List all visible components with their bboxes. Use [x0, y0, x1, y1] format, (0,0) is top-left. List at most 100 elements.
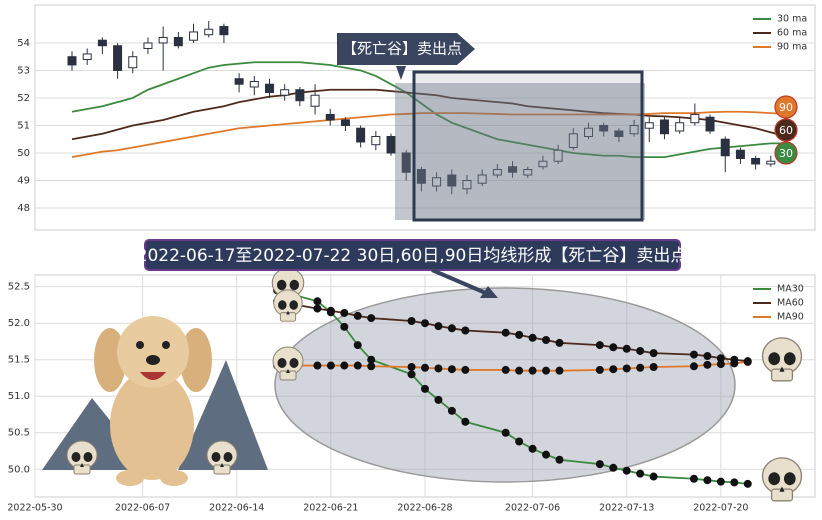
point [609, 343, 618, 352]
candle-body [371, 135, 381, 146]
ma-line [71, 110, 787, 158]
point [542, 335, 551, 344]
candle-body [508, 166, 518, 173]
point [501, 428, 510, 437]
point [542, 450, 551, 459]
point [743, 357, 752, 366]
point [501, 365, 510, 374]
skull-eye [768, 472, 781, 486]
legend-label: MA90 [777, 312, 804, 323]
badge [774, 118, 798, 142]
candle-body [325, 113, 335, 121]
point [367, 355, 376, 364]
point [716, 360, 725, 369]
skull [273, 289, 303, 322]
point [649, 349, 658, 358]
ma-line [71, 61, 786, 159]
skull [272, 346, 304, 381]
skull-eye [289, 279, 300, 291]
point [313, 304, 322, 313]
point [501, 328, 510, 337]
candle-body [523, 168, 533, 176]
shade-region [395, 83, 645, 220]
point [447, 365, 456, 374]
candle-body [553, 149, 563, 162]
dog [94, 316, 212, 486]
candle-body [173, 36, 183, 47]
skull-eye [783, 472, 796, 486]
point [689, 474, 698, 483]
candle-body [568, 133, 578, 148]
point [461, 417, 470, 426]
point [636, 469, 645, 478]
annotation-arrow [396, 66, 406, 80]
candle-body [492, 168, 502, 176]
decorations: 30 60 90 30 ma 60 ma 90 ma MA30 MA60 MA90 [66, 14, 807, 502]
candle-body [219, 25, 229, 36]
skull-nose [286, 310, 290, 315]
candle-body [599, 124, 609, 132]
point [622, 466, 631, 475]
point [528, 366, 537, 375]
point [353, 341, 362, 350]
candle-body [705, 116, 715, 132]
marks [273, 286, 752, 488]
skull [66, 440, 98, 475]
legend-label: MA30 [777, 284, 804, 295]
point [407, 370, 416, 379]
skull-eye [289, 358, 299, 368]
skull-eye [768, 352, 781, 366]
candle-body [310, 94, 320, 107]
skull-eye [71, 452, 81, 462]
y-tick-label: 54 [17, 38, 30, 49]
point [716, 354, 725, 363]
point [515, 330, 524, 339]
candle-body [158, 36, 168, 44]
point [340, 361, 349, 370]
candle-body [447, 174, 457, 187]
point [636, 363, 645, 372]
candle-body [264, 83, 274, 93]
point [649, 472, 658, 481]
legend-label: 90 ma [777, 42, 807, 53]
legend-label: 30 ma [777, 14, 807, 25]
point [353, 361, 362, 370]
candle-body [234, 78, 244, 85]
candle-body [113, 45, 123, 71]
skull-eye [289, 300, 298, 310]
point [636, 346, 645, 355]
x-tick-label: 2022-06-21 [303, 503, 358, 514]
candle-body [735, 149, 745, 159]
title-banner [144, 239, 681, 271]
point [340, 322, 349, 331]
candle-body [751, 157, 761, 165]
y-tick-label: 51 [17, 120, 30, 131]
point [595, 460, 604, 469]
candle-body [462, 179, 472, 190]
candle-body [720, 138, 730, 157]
candle-body [538, 160, 548, 168]
point [515, 437, 524, 446]
candle-body [249, 80, 259, 88]
legend-label: MA60 [777, 298, 804, 309]
candle-body [128, 56, 138, 69]
point [703, 352, 712, 361]
point [313, 361, 322, 370]
point [528, 444, 537, 453]
skull [206, 440, 238, 475]
title-arrow-head [480, 286, 498, 298]
candle-body [644, 122, 654, 129]
annotation: 【死亡谷】卖出点 [342, 40, 462, 58]
grid: 48 49 50 51 52 53 54 [17, 38, 815, 214]
candle-body [477, 174, 487, 184]
x-tick-label: 2022-07-20 [693, 503, 748, 514]
point [609, 365, 618, 374]
point [595, 365, 604, 374]
point [421, 384, 429, 393]
skull [761, 337, 803, 382]
point [716, 477, 725, 486]
point [340, 308, 349, 317]
candle-body [82, 53, 92, 60]
y-tick-label: 51.0 [8, 391, 30, 402]
y-tick-label: 50.5 [8, 428, 30, 439]
